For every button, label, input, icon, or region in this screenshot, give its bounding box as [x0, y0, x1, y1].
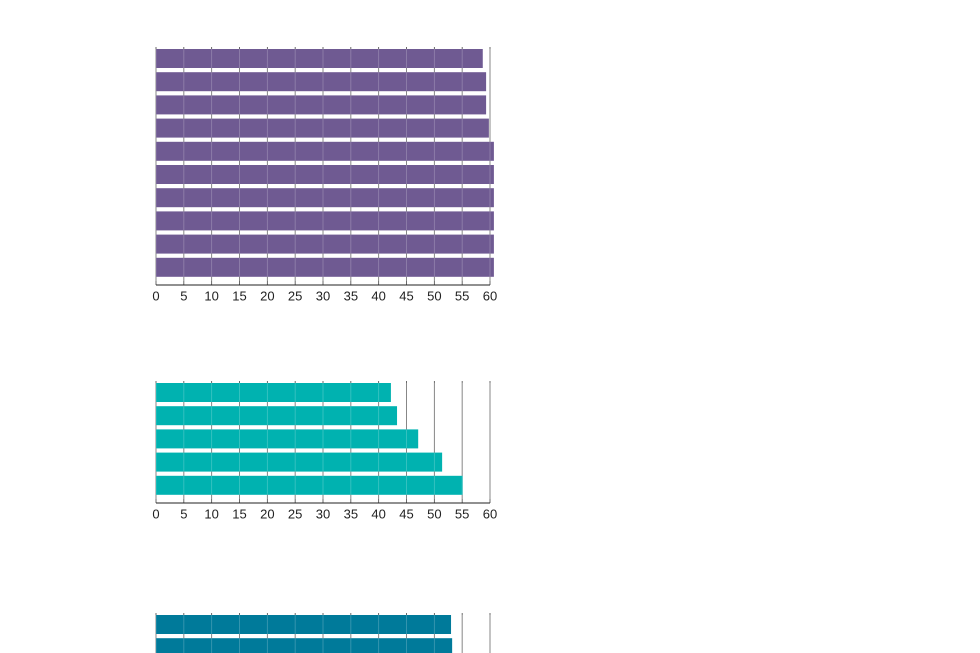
bar [156, 49, 483, 68]
x-tick-label: 45 [399, 506, 413, 521]
x-tick-label: 0 [152, 288, 159, 303]
x-tick-label: 15 [232, 506, 246, 521]
x-tick-label: 25 [288, 506, 302, 521]
bar [156, 188, 494, 208]
x-tick-label: 5 [180, 288, 187, 303]
bar [156, 615, 452, 634]
bar [156, 72, 487, 92]
bar [156, 638, 453, 653]
x-tick-label: 10 [204, 288, 218, 303]
x-tick-label: 40 [371, 288, 385, 303]
x-tick-label: 30 [316, 288, 330, 303]
bar [156, 95, 487, 115]
bar [156, 406, 398, 426]
x-tick-label: 30 [316, 506, 330, 521]
x-tick-label: 60 [483, 506, 497, 521]
bar [156, 118, 489, 138]
bar [156, 257, 494, 277]
x-tick-label: 40 [371, 506, 385, 521]
bar [156, 211, 494, 231]
x-tick-label: 50 [427, 288, 441, 303]
x-tick-label: 60 [483, 288, 497, 303]
x-tick-label: 20 [260, 288, 274, 303]
x-tick-label: 20 [260, 506, 274, 521]
x-tick-label: 5 [180, 506, 187, 521]
bar [156, 234, 494, 254]
bar [156, 165, 494, 184]
bar [156, 383, 391, 402]
x-tick-label: 15 [232, 288, 246, 303]
x-tick-label: 0 [152, 506, 159, 521]
x-tick-label: 25 [288, 288, 302, 303]
x-tick-label: 50 [427, 506, 441, 521]
bar [156, 429, 419, 449]
x-tick-label: 35 [344, 288, 358, 303]
x-tick-label: 45 [399, 288, 413, 303]
x-tick-label: 55 [455, 288, 469, 303]
x-tick-label: 35 [344, 506, 358, 521]
bar [156, 141, 494, 161]
bar [156, 475, 463, 495]
bar [156, 452, 443, 472]
x-tick-label: 55 [455, 506, 469, 521]
x-tick-label: 10 [204, 506, 218, 521]
